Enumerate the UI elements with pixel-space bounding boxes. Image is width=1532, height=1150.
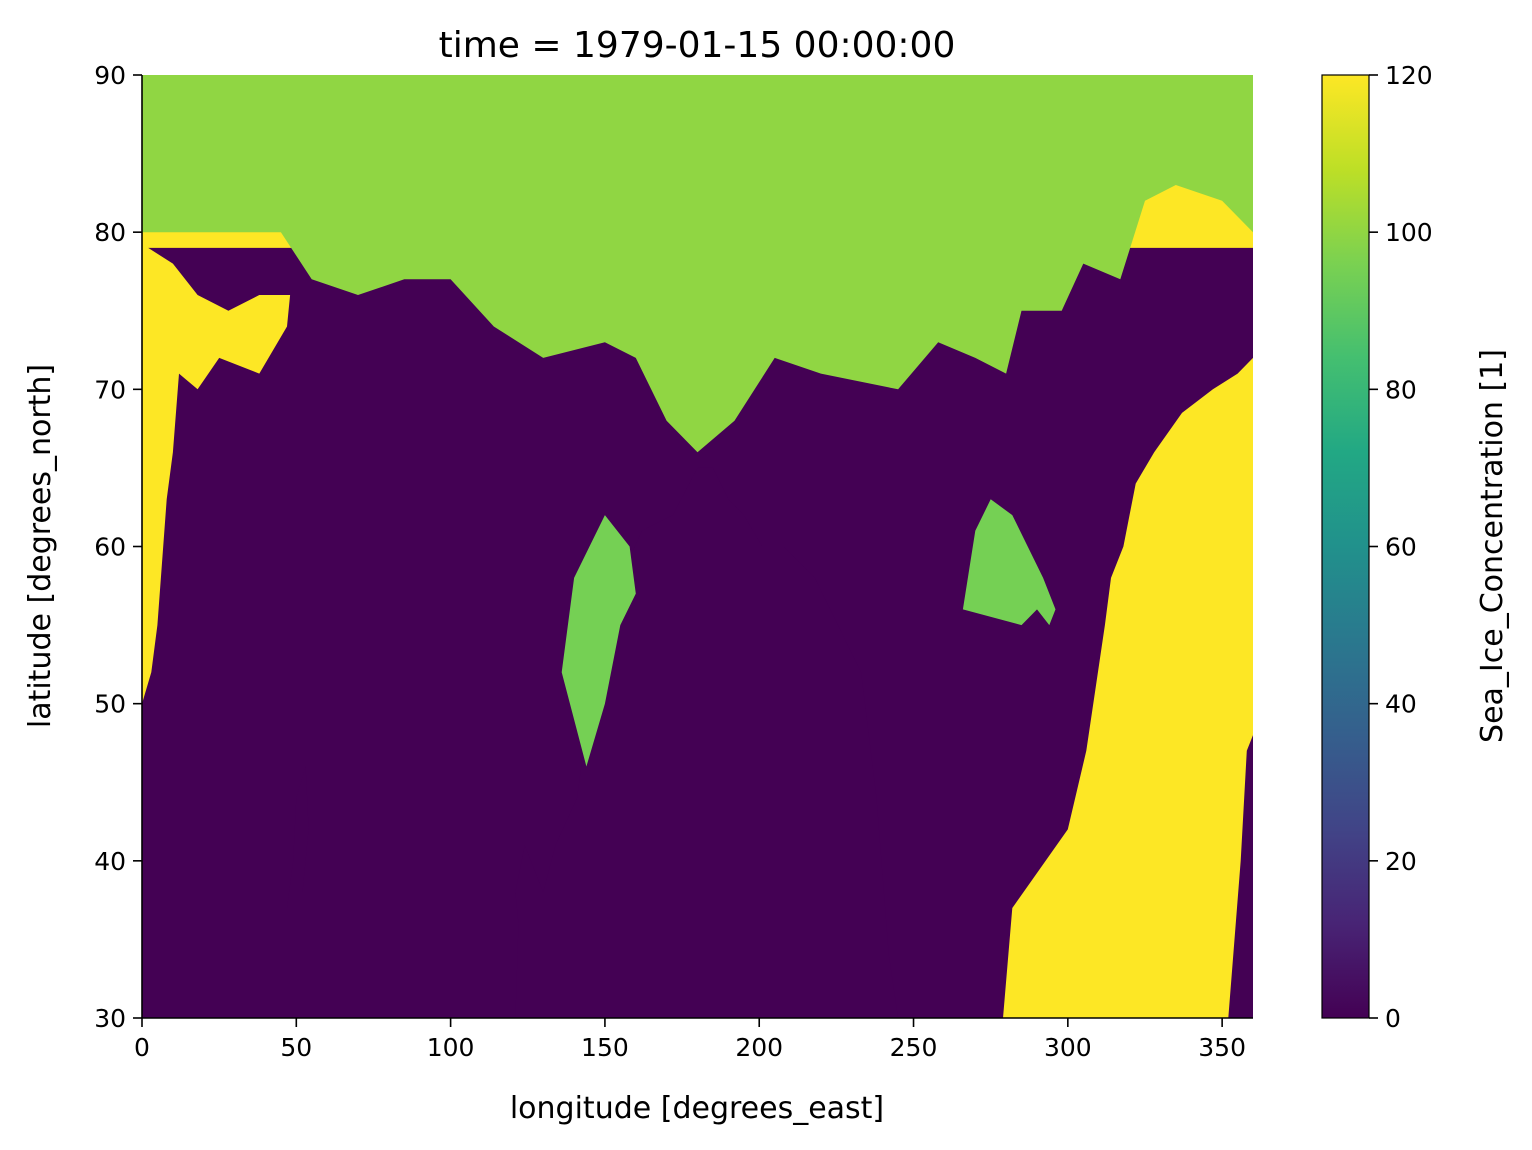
colorbar: 0 20 40 60 80 100 120 Sea_Ice_Concentration [1…: [1321, 61, 1510, 1033]
y-axis-label: latitude [degrees_north]: [23, 364, 58, 728]
x-tick-label: 300: [1044, 1033, 1092, 1062]
open-water-caspian: [287, 766, 309, 908]
x-axis-ticks: 0 50 100 150 200 250 300 350: [134, 1018, 1246, 1062]
x-tick-label: 200: [735, 1033, 783, 1062]
colorbar-tick-label: 80: [1385, 375, 1417, 404]
plot-area: [141, 75, 1253, 1019]
colorbar-tick-label: 40: [1385, 690, 1417, 719]
y-tick-label: 60: [94, 533, 126, 562]
region-layer: [142, 75, 1253, 1018]
y-tick-label: 40: [94, 847, 126, 876]
x-axis-label: longitude [degrees_east]: [510, 1091, 884, 1126]
y-tick-label: 90: [94, 61, 126, 90]
x-tick-label: 350: [1198, 1033, 1246, 1062]
colorbar-ticks: 0 20 40 60 80 100 120: [1369, 61, 1433, 1033]
colorbar-tick-label: 100: [1385, 218, 1433, 247]
open-water-north-pacific: [515, 467, 899, 1018]
y-tick-label: 30: [94, 1004, 126, 1033]
chart-title: time = 1979-01-15 00:00:00: [439, 25, 956, 66]
colorbar-tick-label: 20: [1385, 847, 1417, 876]
ice-hudson-bay: [962, 499, 1056, 626]
y-axis-ticks: 30 40 50 60 70 80 90: [94, 61, 142, 1033]
x-tick-label: 150: [581, 1033, 629, 1062]
ice-bering-okhotsk: [561, 515, 636, 767]
colorbar-tick-label: 0: [1385, 1004, 1401, 1033]
x-tick-label: 100: [427, 1033, 475, 1062]
x-tick-label: 250: [890, 1033, 938, 1062]
colorbar-label: Sea_Ice_Concentration [1]: [1475, 349, 1510, 743]
x-tick-label: 50: [280, 1033, 312, 1062]
y-tick-label: 70: [94, 375, 126, 404]
y-tick-label: 50: [94, 690, 126, 719]
colorbar-tick-label: 60: [1385, 533, 1417, 562]
x-tick-label: 0: [134, 1033, 150, 1062]
ice-fill-north: [142, 75, 1253, 453]
open-water-mediterranean: [1228, 735, 1253, 1018]
colorbar-gradient: [1321, 74, 1370, 1019]
colorbar-tick-label: 120: [1385, 61, 1433, 90]
y-tick-label: 80: [94, 218, 126, 247]
